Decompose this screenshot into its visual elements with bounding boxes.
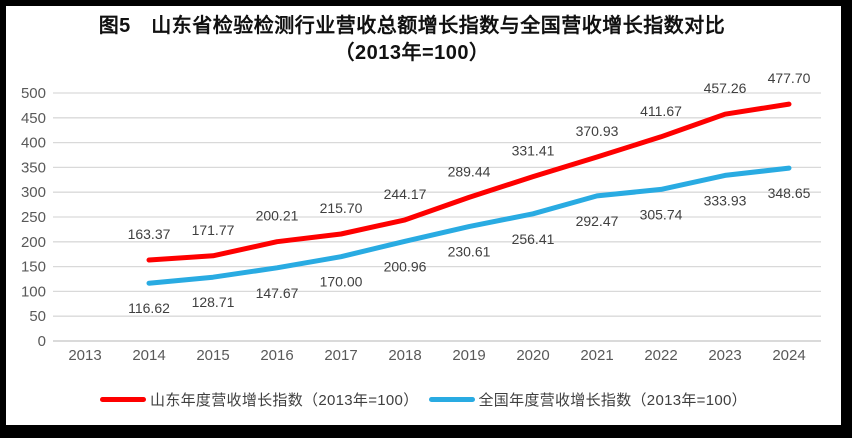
y-tick-label: 200: [21, 234, 46, 251]
y-tick-label: 100: [21, 283, 46, 300]
data-label: 171.77: [192, 222, 235, 238]
legend-swatch-national-icon: [428, 396, 475, 402]
data-label: 305.74: [640, 206, 683, 222]
x-tick-label: 2018: [388, 347, 421, 364]
x-tick-label: 2022: [644, 347, 677, 364]
data-label: 477.70: [768, 70, 811, 86]
data-label: 200.96: [384, 258, 427, 274]
x-tick-label: 2020: [516, 347, 549, 364]
x-tick-label: 2015: [196, 347, 229, 364]
data-label: 331.41: [512, 143, 555, 159]
series-line-shandong: [146, 101, 792, 263]
y-tick-label: 400: [21, 135, 46, 152]
x-tick-label: 2017: [324, 347, 357, 364]
y-tick-label: 250: [21, 209, 46, 226]
y-tick-label: 0: [38, 333, 46, 350]
data-label: 256.41: [512, 231, 555, 247]
x-tick-label: 2013: [68, 347, 101, 364]
chart-title-line1: 图5 山东省检验检测行业营收总额增长指数与全国营收增长指数对比: [98, 15, 726, 37]
y-tick-label: 350: [21, 159, 46, 176]
data-label: 348.65: [768, 185, 811, 201]
data-label: 457.26: [704, 80, 747, 96]
legend-label-national: 全国年度营收增长指数（2013年=100）: [478, 391, 747, 409]
chart-title: 图5 山东省检验检测行业营收总额增长指数与全国营收增长指数对比 （2013年=1…: [6, 13, 818, 67]
legend: 山东年度营收增长指数（2013年=100） 全国年度营收增长指数（2013年=1…: [6, 388, 841, 410]
data-label: 147.67: [256, 285, 299, 301]
data-label: 292.47: [576, 213, 619, 229]
data-label: 333.93: [704, 192, 747, 208]
legend-item-shandong: 山东年度营收增长指数（2013年=100）: [100, 389, 418, 410]
x-tick-label: 2016: [260, 347, 293, 364]
data-label: 411.67: [640, 103, 682, 119]
y-tick-label: 500: [21, 85, 46, 102]
y-tick-label: 150: [21, 259, 46, 276]
data-label: 200.21: [256, 208, 299, 224]
data-label: 370.93: [576, 123, 619, 139]
data-label: 289.44: [448, 163, 491, 179]
legend-item-national: 全国年度营收增长指数（2013年=100）: [428, 389, 747, 410]
data-label: 230.61: [448, 244, 491, 260]
data-label: 244.17: [384, 186, 427, 202]
y-tick-label: 50: [29, 308, 46, 325]
x-tick-label: 2021: [580, 347, 613, 364]
x-tick-label: 2024: [772, 347, 805, 364]
x-tick-label: 2019: [452, 347, 485, 364]
y-tick-label: 450: [21, 110, 46, 127]
data-label: 170.00: [320, 274, 363, 290]
legend-swatch-shandong-icon: [100, 396, 147, 402]
legend-label-shandong: 山东年度营收增长指数（2013年=100）: [150, 391, 419, 409]
x-tick-label: 2023: [708, 347, 741, 364]
chart-title-line2: （2013年=100）: [334, 42, 490, 64]
data-label: 215.70: [320, 200, 363, 216]
data-label: 128.71: [192, 294, 235, 310]
data-label: 163.37: [128, 226, 171, 242]
y-tick-label: 300: [21, 184, 46, 201]
data-label: 116.62: [128, 300, 170, 316]
x-tick-label: 2014: [132, 347, 165, 364]
series-line-national: [146, 165, 792, 286]
